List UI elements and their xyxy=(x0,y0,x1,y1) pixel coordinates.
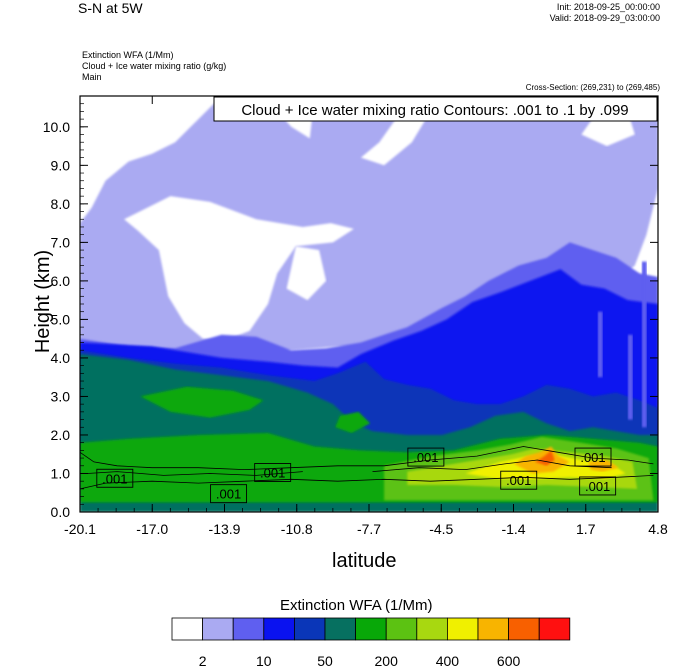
contour-line xyxy=(80,475,654,490)
contour-label: .001 xyxy=(585,479,610,494)
chart-title: S-N at 5W xyxy=(78,0,143,16)
contour-label-box xyxy=(407,447,445,467)
extinction-fill xyxy=(80,96,658,512)
colorbar-swatch xyxy=(263,617,295,641)
contour-label-box xyxy=(96,468,134,488)
contour-label-box xyxy=(210,484,248,504)
x-tick-label: -1.4 xyxy=(501,521,525,537)
colorbar: 2 10 50 200 400 600 xyxy=(171,617,571,668)
colorbar-tick-label: 600 xyxy=(497,653,521,668)
x-axis: -20.1 -17.0 -13.9 -10.8 -7.7 -4.5 -1.4 1.7 4.8 xyxy=(64,96,668,537)
colorbar-swatch xyxy=(416,617,448,641)
colorbar-tick-label: 200 xyxy=(375,653,399,668)
y-tick-label: 5.0 xyxy=(51,311,71,327)
fill-streak xyxy=(597,311,603,378)
x-tick-label: -7.7 xyxy=(357,521,381,537)
contour-info-box: Cloud + Ice water mixing ratio Contours:… xyxy=(213,96,658,122)
time-info: Init: 2018-09-25_00:00:00 Valid: 2018-09… xyxy=(550,2,660,24)
fill-streak xyxy=(627,334,633,420)
cross-section-label: Cross-Section: (269,231) to (269,485) xyxy=(525,83,660,92)
contour-label: .001 xyxy=(260,465,285,480)
contour-variable-label: Cloud + Ice water mixing ratio (g/kg) xyxy=(82,61,227,71)
contour-line xyxy=(86,471,303,476)
y-axis-title: Height (km) xyxy=(32,249,55,354)
variable-list: Extinction WFA (1/Mm) Cloud + Ice water … xyxy=(82,50,226,83)
colorbar-swatch xyxy=(508,617,540,641)
fill-green-blob xyxy=(335,411,371,433)
plot-area xyxy=(80,96,658,512)
y-tick-label: 6.0 xyxy=(51,273,71,289)
colorbar-swatch xyxy=(477,617,510,641)
contour-label-box xyxy=(579,476,617,496)
x-tick-label: -10.8 xyxy=(281,521,313,537)
fill-variable-label: Extinction WFA (1/Mm) xyxy=(82,50,174,60)
fill-green-upper xyxy=(140,386,264,418)
y-tick-label: 1.0 xyxy=(51,465,71,481)
colorbar-tick-label: 10 xyxy=(256,653,272,668)
colorbar-tick-label: 50 xyxy=(317,653,333,668)
fill-streak xyxy=(641,261,647,428)
x-axis-title: latitude xyxy=(332,550,397,572)
colorbar-swatch xyxy=(355,617,387,641)
colorbar-swatch xyxy=(293,617,326,641)
contour-line xyxy=(372,459,612,472)
fill-clear-core xyxy=(124,196,354,341)
x-tick-label: -20.1 xyxy=(64,521,96,537)
valid-time: Valid: 2018-09-29_03:00:00 xyxy=(549,13,660,23)
mixing-ratio-contours xyxy=(80,446,654,490)
y-tick-label: 9.0 xyxy=(51,157,71,173)
y-tick-label: 7.0 xyxy=(51,234,71,250)
contour-label: .001 xyxy=(102,471,127,486)
colorbar-tick-label: 2 xyxy=(199,653,207,668)
contour-label: .001 xyxy=(216,487,241,502)
y-tick-label: 10.0 xyxy=(43,119,70,135)
colorbar-swatch xyxy=(232,617,265,641)
contour-label: .001 xyxy=(413,450,438,465)
colorbar-title: Extinction WFA (1/Mm) xyxy=(280,597,433,614)
contour-info-text: Cloud + Ice water mixing ratio Contours:… xyxy=(241,102,628,119)
contour-label-box xyxy=(254,463,292,482)
y-tick-label: 4.0 xyxy=(51,350,71,366)
contour-label: .001 xyxy=(580,450,605,465)
colorbar-swatch xyxy=(446,617,479,641)
y-axis: 0.0 1.0 2.0 3.0 4.0 5.0 6.0 7.0 8.0 9.0 10.0 xyxy=(43,95,658,520)
x-tick-label: -4.5 xyxy=(429,521,453,537)
x-tick-label: -17.0 xyxy=(136,521,168,537)
contour-labels: .001 .001 .001 .001 .001 .001 .001 xyxy=(96,447,617,504)
run-label: Main xyxy=(82,72,102,82)
colorbar-swatch xyxy=(202,617,234,641)
colorbar-swatch xyxy=(385,617,418,641)
colorbar-swatch xyxy=(171,617,204,641)
contour-info-frame xyxy=(213,96,658,122)
y-tick-label: 8.0 xyxy=(51,196,71,212)
contour-label: .001 xyxy=(506,473,531,488)
colorbar-swatch xyxy=(324,617,357,641)
y-tick-label: 3.0 xyxy=(51,388,71,404)
colorbar-tick-label: 400 xyxy=(436,653,460,668)
init-time: Init: 2018-09-25_00:00:00 xyxy=(556,2,660,12)
y-tick-label: 0.0 xyxy=(51,504,71,520)
contour-label-box xyxy=(500,470,538,490)
contour-line xyxy=(80,446,654,471)
contour-label-box xyxy=(574,447,612,467)
colorbar-swatch xyxy=(538,617,571,641)
x-tick-label: 4.8 xyxy=(648,521,668,537)
fill-clear-patch xyxy=(286,246,327,301)
y-tick-label: 2.0 xyxy=(51,427,71,443)
x-tick-label: 1.7 xyxy=(576,521,596,537)
x-tick-label: -13.9 xyxy=(209,521,241,537)
